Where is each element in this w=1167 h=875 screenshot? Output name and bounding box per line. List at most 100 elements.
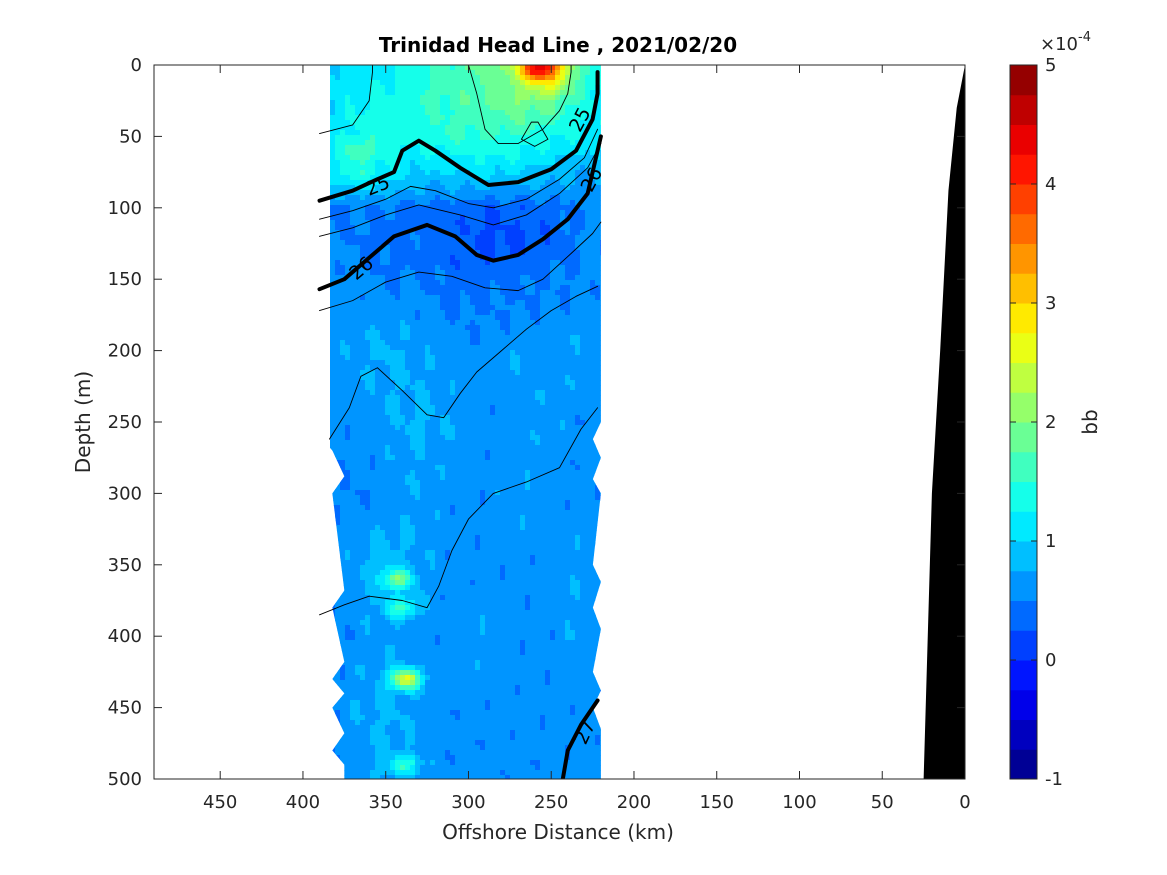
heatmap-cell — [505, 295, 511, 301]
heatmap-cell — [590, 345, 596, 351]
heatmap-cell — [435, 170, 441, 176]
heatmap-cell — [565, 105, 571, 111]
heatmap-cell — [430, 265, 436, 271]
heatmap-cell — [475, 135, 481, 141]
heatmap-cell — [440, 285, 446, 291]
heatmap-cell — [530, 185, 536, 191]
heatmap-cell — [585, 335, 591, 341]
heatmap-cell — [510, 235, 516, 241]
heatmap-cell — [340, 400, 346, 406]
heatmap-cell — [330, 400, 336, 406]
heatmap-cell — [590, 420, 596, 426]
heatmap-cell — [510, 185, 516, 191]
heatmap-cell — [515, 85, 521, 91]
heatmap-cell — [400, 395, 406, 401]
heatmap-cell — [430, 185, 436, 191]
heatmap-cell — [350, 440, 356, 446]
heatmap-cell — [415, 205, 421, 211]
heatmap-cell — [400, 455, 406, 461]
heatmap-cell — [460, 65, 466, 71]
heatmap-cell — [340, 430, 346, 436]
heatmap-cell — [585, 385, 591, 391]
heatmap-cell — [565, 285, 571, 291]
heatmap-cell — [445, 110, 451, 116]
heatmap-cell — [525, 235, 531, 241]
heatmap-cell — [600, 345, 601, 351]
heatmap-cell — [375, 195, 381, 201]
heatmap-cell — [590, 275, 596, 281]
heatmap-cell — [600, 325, 601, 331]
heatmap-cell — [425, 290, 431, 296]
heatmap-cell — [405, 165, 411, 171]
heatmap-cell — [560, 270, 566, 276]
heatmap-cell — [350, 235, 356, 241]
heatmap-cell — [370, 350, 376, 356]
heatmap-cell — [540, 290, 546, 296]
heatmap-cell — [580, 250, 586, 256]
heatmap-cell — [450, 180, 456, 186]
heatmap-cell — [415, 410, 421, 416]
heatmap-cell — [545, 365, 551, 371]
heatmap-cell — [545, 515, 551, 521]
heatmap-cell — [470, 215, 476, 221]
heatmap-cell — [490, 220, 496, 226]
heatmap-cell — [390, 340, 396, 346]
heatmap-cell — [465, 290, 471, 296]
heatmap-cell — [335, 125, 341, 131]
heatmap-cell — [345, 355, 351, 361]
heatmap-cell — [520, 185, 526, 191]
heatmap-cell — [350, 185, 356, 191]
heatmap-cell — [590, 350, 596, 356]
heatmap-cell — [475, 295, 481, 301]
heatmap-cell — [565, 290, 571, 296]
heatmap-cell — [570, 200, 576, 206]
heatmap-cell — [415, 330, 421, 336]
heatmap-cell — [355, 85, 361, 91]
heatmap-cell — [575, 280, 581, 286]
heatmap-cell — [405, 490, 411, 496]
heatmap-cell — [595, 180, 601, 186]
heatmap-cell — [390, 140, 396, 146]
heatmap-cell — [395, 310, 401, 316]
heatmap-cell — [585, 210, 591, 216]
heatmap-cell — [450, 295, 456, 301]
heatmap-cell — [420, 95, 426, 101]
heatmap-cell — [445, 240, 451, 246]
heatmap-cell — [540, 445, 546, 451]
heatmap-cell — [465, 175, 471, 181]
heatmap-cell — [585, 360, 591, 366]
heatmap-cell — [435, 375, 441, 381]
heatmap-cell — [425, 380, 431, 386]
heatmap-cell — [525, 185, 531, 191]
heatmap-cell — [465, 180, 471, 186]
heatmap-cell — [445, 415, 451, 421]
heatmap-cell — [460, 215, 466, 221]
heatmap-cell — [355, 490, 361, 496]
heatmap-cell — [485, 325, 491, 331]
heatmap-cell — [420, 255, 426, 261]
heatmap-cell — [535, 145, 541, 151]
heatmap-cell — [470, 210, 476, 216]
heatmap-cell — [340, 305, 346, 311]
heatmap-cell — [540, 200, 546, 206]
heatmap-cell — [350, 495, 356, 501]
heatmap-cell — [425, 245, 431, 251]
heatmap-cell — [570, 330, 576, 336]
heatmap-cell — [540, 425, 546, 431]
heatmap-cell — [475, 455, 481, 461]
heatmap-cell — [375, 145, 381, 151]
heatmap-cell — [600, 150, 601, 156]
heatmap-cell — [355, 100, 361, 106]
heatmap-cell — [475, 70, 481, 76]
heatmap-cell — [555, 330, 561, 336]
heatmap-cell — [490, 505, 496, 511]
heatmap-cell — [425, 345, 431, 351]
heatmap-cell — [560, 500, 566, 506]
heatmap-cell — [375, 155, 381, 161]
heatmap-cell — [550, 485, 556, 491]
heatmap-cell — [330, 295, 336, 301]
heatmap-cell — [390, 500, 396, 506]
heatmap-cell — [580, 375, 586, 381]
heatmap-cell — [510, 175, 516, 181]
heatmap-cell — [470, 500, 476, 506]
